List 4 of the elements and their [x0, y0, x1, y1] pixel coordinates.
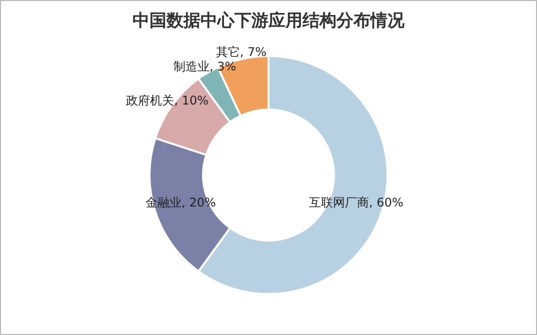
- slice-label: 互联网厂商, 60%: [309, 196, 404, 210]
- slice-label: 政府机关, 10%: [126, 94, 209, 108]
- slice-label: 其它, 7%: [216, 45, 267, 60]
- chart-title: 中国数据中心下游应用结构分布情况: [132, 10, 406, 32]
